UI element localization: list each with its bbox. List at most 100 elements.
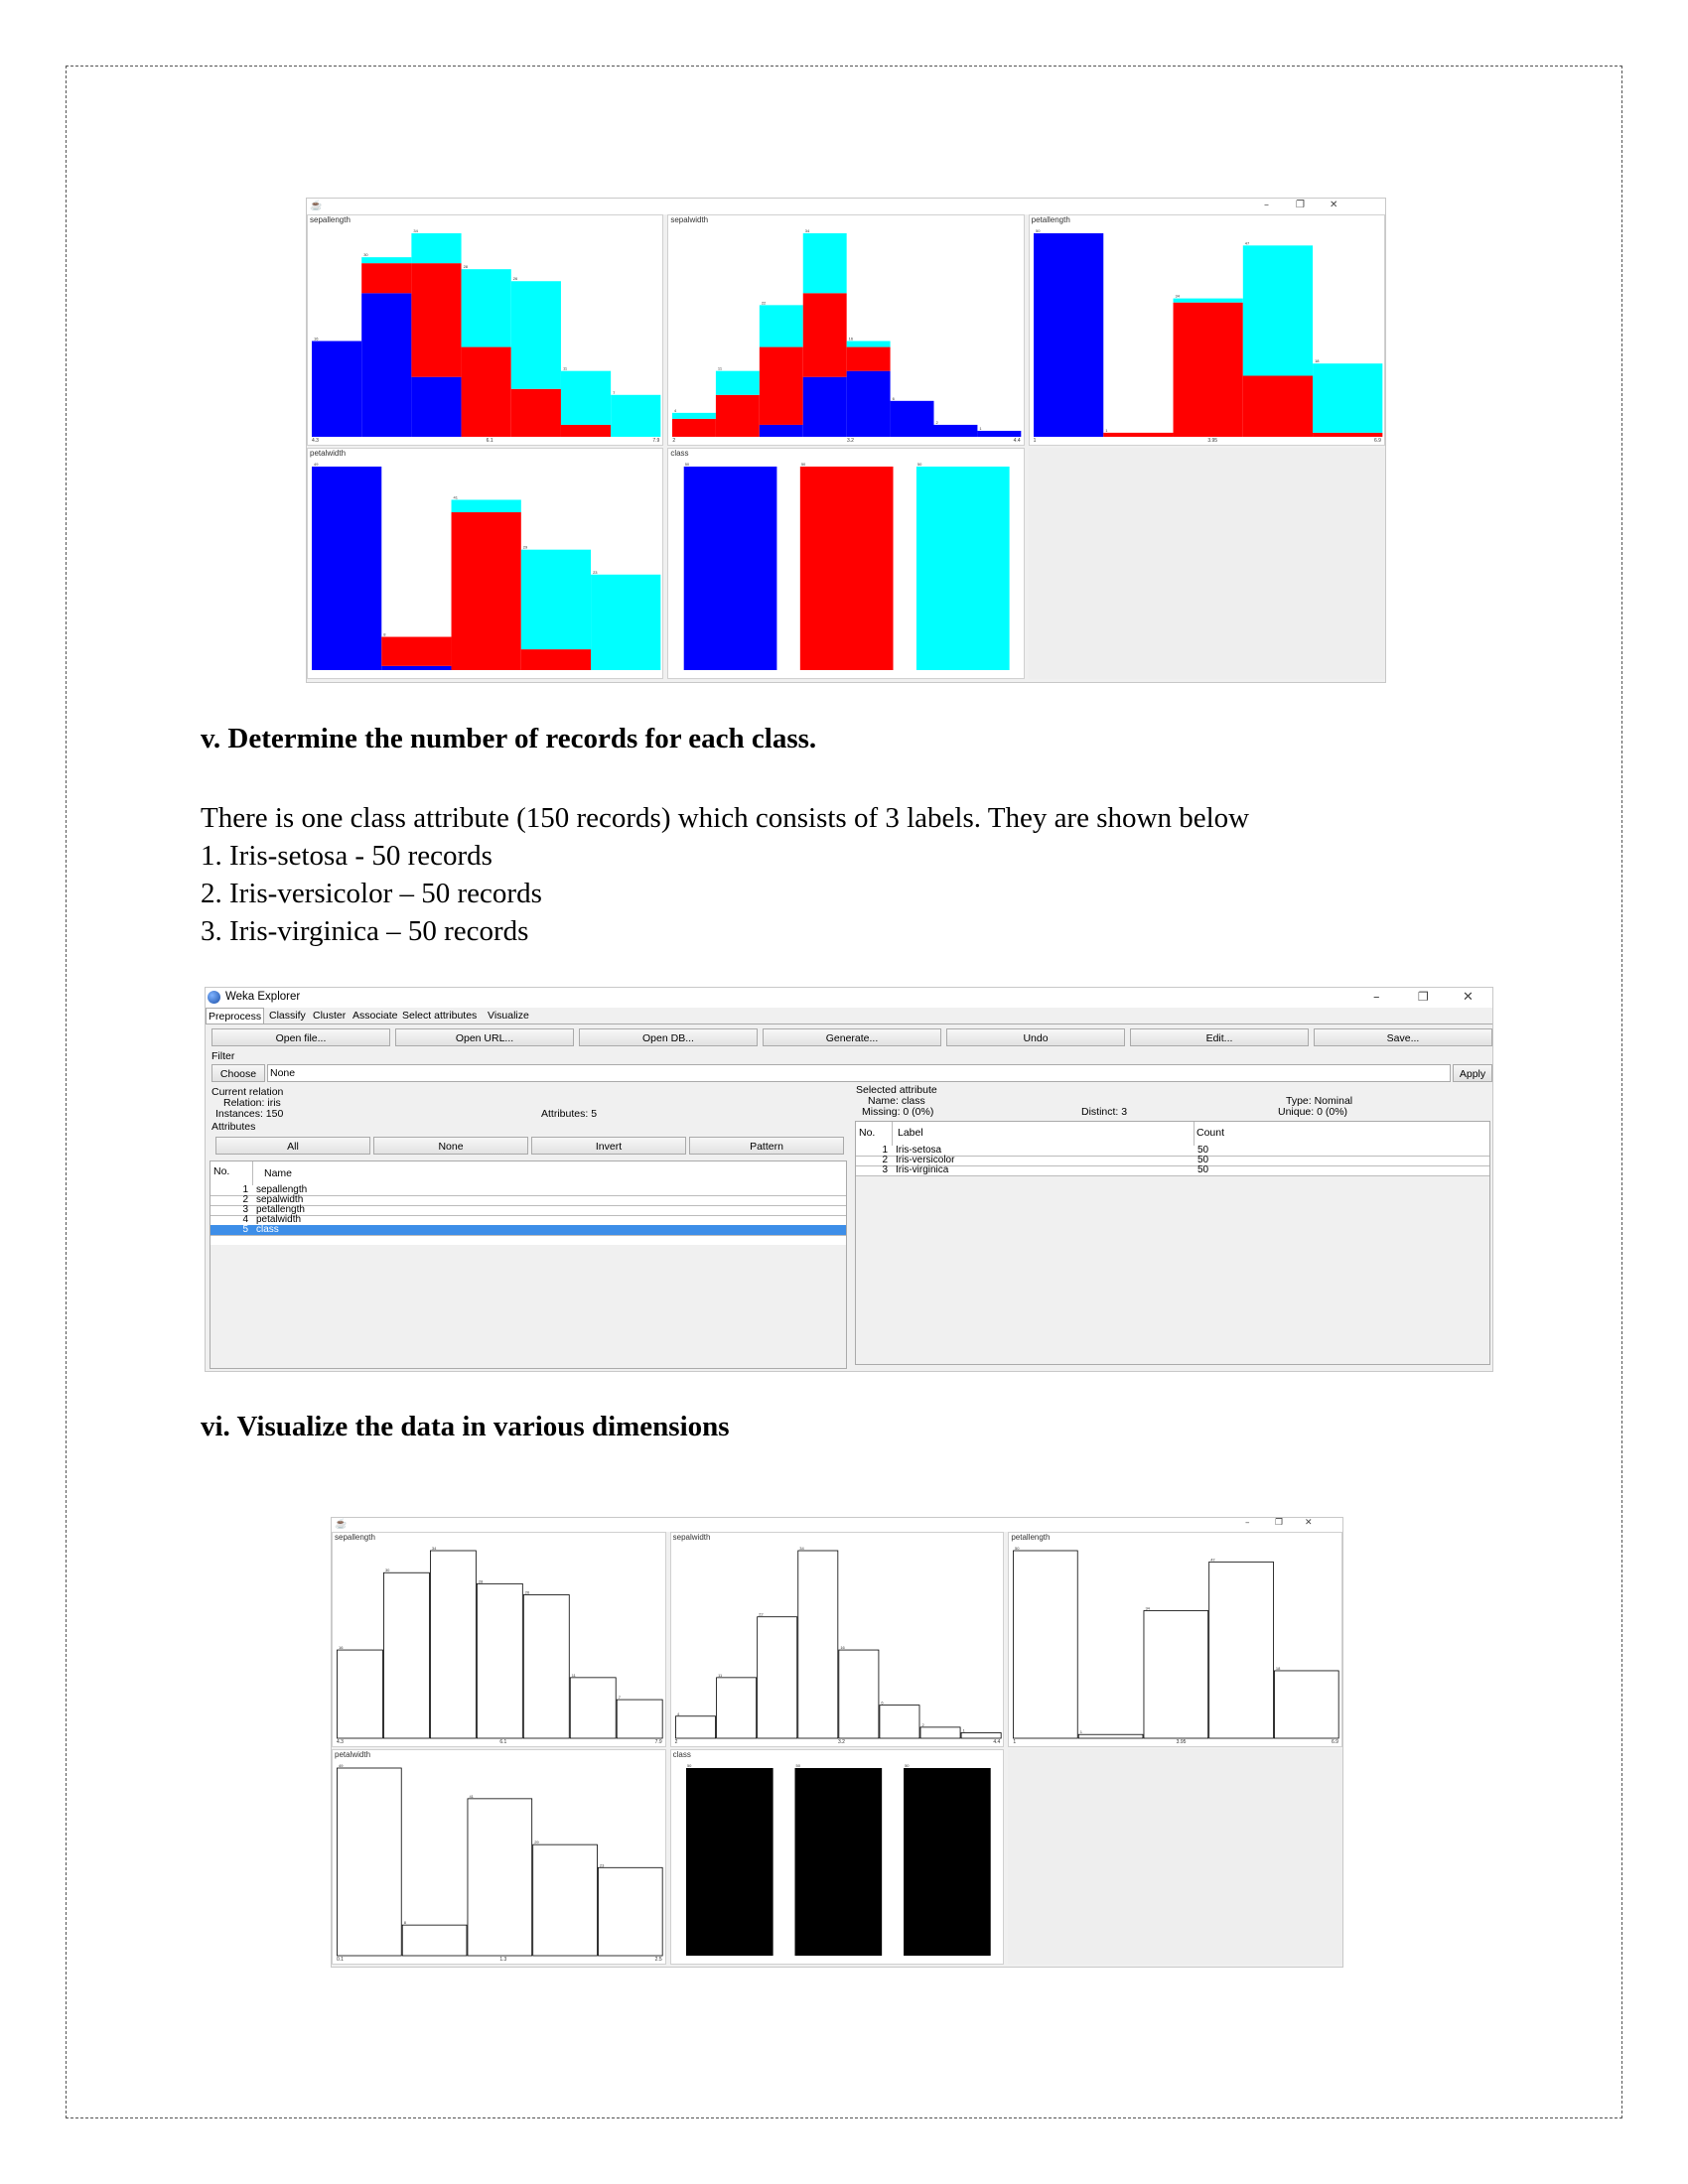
label-row[interactable]: 1 Iris-setosa 50 (856, 1146, 1489, 1157)
tab-select-attributes[interactable]: Select attributes (402, 1010, 478, 1022)
label-row[interactable]: 2 Iris-versicolor 50 (856, 1156, 1489, 1166)
panel-label: petallength (1031, 215, 1070, 224)
selected-distinct: Distinct: 3 (1081, 1106, 1128, 1118)
bar-count-label: 2 (921, 1722, 924, 1727)
bar-count-label: 11 (718, 1673, 723, 1678)
tab-classify[interactable]: Classify (269, 1010, 306, 1022)
histogram-panel-sepallength: sepallength 16 30 34 28 26 11 7 4.3 6.1 7.9 (332, 1532, 666, 1747)
bar (430, 1550, 477, 1739)
bar (756, 1616, 797, 1739)
bar-count-label: 50 (685, 462, 690, 467)
attribute-row[interactable]: 1 sepallength (211, 1185, 846, 1196)
axis-tick-label: 1 (1013, 1739, 1017, 1745)
axis-tick-label: 6.1 (486, 438, 493, 444)
bar (715, 1677, 757, 1739)
column-header-no: No. (859, 1127, 876, 1139)
panel-label: sepalwidth (672, 1533, 711, 1542)
bar-iris-setosa (685, 1768, 774, 1956)
minimize-icon[interactable]: – (1245, 1518, 1250, 1528)
axis-tick-label: 4.3 (337, 1739, 344, 1745)
histogram-plot: 16 30 34 28 26 11 7 (337, 1546, 663, 1739)
bar-count-label: 41 (469, 1794, 474, 1799)
invert-button[interactable]: Invert (531, 1137, 686, 1155)
restore-icon[interactable]: ❐ (1418, 990, 1429, 1004)
bar-count-label: 50 (905, 1763, 910, 1768)
bar-count-label: 1 (980, 426, 983, 431)
restore-icon[interactable]: ❐ (1275, 1518, 1284, 1528)
histogram-panel-petalwidth: petalwidth 49 8 41 29 23 0.1 1.3 2.5 (332, 1749, 666, 1965)
apply-button[interactable]: Apply (1453, 1064, 1492, 1082)
attribute-no: 3 (242, 1204, 248, 1215)
window-titlebar: ☕ – ❐ ✕ (307, 199, 1385, 214)
none-button[interactable]: None (373, 1137, 528, 1155)
bar-count-label: 34 (1175, 294, 1180, 299)
filter-value: None (270, 1067, 296, 1079)
bar-segment-iris-virginica (1312, 363, 1382, 433)
bar-count-label: 34 (432, 1546, 437, 1551)
bar-count-label: 7 (613, 390, 616, 395)
minimize-icon[interactable]: – (1373, 990, 1380, 1005)
tab-preprocess[interactable]: Preprocess (206, 1008, 265, 1024)
pattern-button[interactable]: Pattern (689, 1137, 844, 1155)
bar (616, 1699, 663, 1739)
weka-logo-icon (208, 991, 220, 1004)
bar-count-label: 23 (600, 1862, 605, 1867)
panel-label: class (670, 449, 689, 458)
label-row[interactable]: 3 Iris-virginica 50 (856, 1165, 1489, 1176)
bar-count-label: 8 (404, 1920, 407, 1925)
minimize-icon[interactable]: – (1264, 200, 1269, 210)
bar-count-label: 28 (464, 264, 469, 269)
tab-visualize[interactable]: Visualize (488, 1010, 529, 1022)
bar-segment-iris-versicolor (510, 388, 561, 437)
bar-segment-iris-setosa (361, 293, 412, 437)
attribute-row[interactable]: 5 class (211, 1225, 846, 1236)
edit-button[interactable]: Edit... (1130, 1028, 1309, 1046)
save-button[interactable]: Save... (1314, 1028, 1492, 1046)
filter-field[interactable]: None (267, 1064, 1451, 1082)
axis-tick-label: 1.3 (499, 1957, 507, 1963)
bar-count-label: 34 (1146, 1605, 1151, 1610)
close-icon[interactable]: ✕ (1305, 1518, 1313, 1528)
attribute-row[interactable]: 2 sepalwidth (211, 1195, 846, 1206)
close-icon[interactable]: ✕ (1330, 200, 1338, 210)
histogram-plot: 50 1 34 47 18 (1033, 228, 1382, 437)
bar-segment-iris-versicolor (716, 394, 761, 437)
section-v-heading: v. Determine the number of records for e… (201, 723, 817, 754)
bar-segment-iris-virginica (591, 574, 661, 670)
column-header-label: Label (898, 1127, 923, 1139)
bar-count-label: 50 (795, 1763, 800, 1768)
bar-count-label: 50 (801, 462, 806, 467)
bar-count-label: 22 (759, 1612, 764, 1617)
histogram-plot: 49 8 41 29 23 (337, 1763, 663, 1957)
close-icon[interactable]: ✕ (1463, 990, 1474, 1005)
choose-button[interactable]: Choose (211, 1064, 265, 1082)
java-app-icon: ☕ (335, 1519, 348, 1530)
bar-segment-iris-versicolor (1173, 302, 1243, 437)
histogram-window-colored: ☕ – ❐ ✕ sepallength 16 30 34 28 26 11 7 4.3 6.1 7.… (306, 198, 1386, 683)
axis-tick-label: 7.9 (654, 1739, 662, 1745)
bar-segment-iris-virginica (411, 233, 462, 264)
bar-iris-versicolor (800, 467, 894, 670)
tab-associate[interactable]: Associate (352, 1010, 398, 1022)
open-db-button[interactable]: Open DB... (579, 1028, 758, 1046)
bar-count-label: 18 (1315, 358, 1320, 363)
attribute-row[interactable]: 3 petallength (211, 1205, 846, 1216)
all-button[interactable]: All (215, 1137, 370, 1155)
undo-button[interactable]: Undo (946, 1028, 1125, 1046)
bar-segment-iris-virginica (716, 370, 761, 395)
bar (797, 1550, 838, 1739)
bar (960, 1732, 1002, 1739)
open-url-button[interactable]: Open URL... (395, 1028, 574, 1046)
axis-tick-label: 2 (674, 1739, 678, 1745)
bar-segment-iris-versicolor (520, 649, 592, 670)
open-file-button[interactable]: Open file... (211, 1028, 390, 1046)
empty-panel (1008, 1749, 1342, 1965)
generate-button[interactable]: Generate... (763, 1028, 941, 1046)
relation-name: Relation: iris (223, 1097, 281, 1109)
histogram-window-outline: ☕ – ❐ ✕ sepallength 16 30 34 28 26 11 7 4.3 6.1 7.… (331, 1517, 1343, 1968)
tab-cluster[interactable]: Cluster (313, 1010, 347, 1022)
attribute-no: 4 (242, 1214, 248, 1225)
restore-icon[interactable]: ❐ (1296, 200, 1305, 210)
label-name: Iris-setosa (896, 1145, 942, 1156)
bar-segment-iris-versicolor (451, 512, 521, 670)
